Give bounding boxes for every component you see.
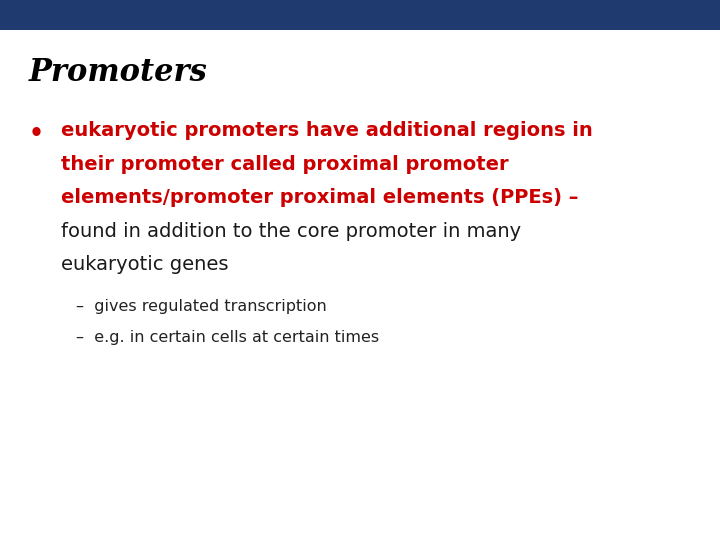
Text: –  e.g. in certain cells at certain times: – e.g. in certain cells at certain times: [76, 330, 379, 345]
Text: eukaryotic promoters have additional regions in: eukaryotic promoters have additional reg…: [61, 122, 593, 140]
Bar: [0, 0, 720, 30]
Text: –  gives regulated transcription: – gives regulated transcription: [76, 299, 326, 314]
Text: •: •: [29, 122, 44, 145]
Text: Promoters: Promoters: [29, 57, 207, 87]
Text: their promoter called proximal promoter: their promoter called proximal promoter: [61, 155, 509, 174]
Text: eukaryotic genes: eukaryotic genes: [61, 255, 229, 274]
Text: found in addition to the core promoter in many: found in addition to the core promoter i…: [61, 222, 521, 241]
Text: elements/promoter proximal elements (PPEs) –: elements/promoter proximal elements (PPE…: [61, 188, 579, 207]
